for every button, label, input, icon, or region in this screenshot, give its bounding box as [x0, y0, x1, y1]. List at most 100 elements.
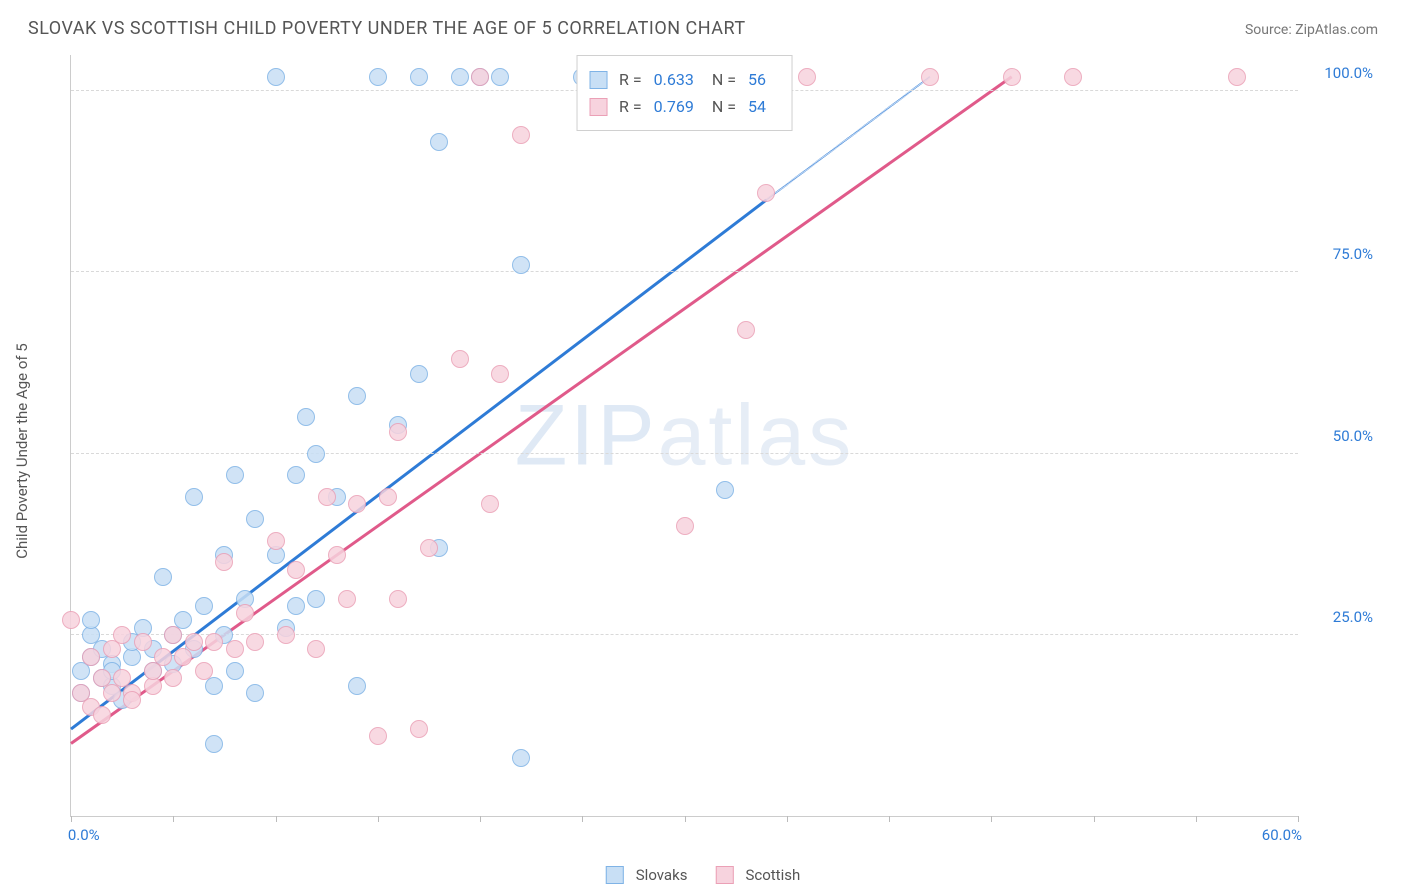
data-point-scottish	[389, 423, 407, 441]
data-point-slovaks	[491, 68, 509, 86]
x-tick	[582, 816, 583, 822]
plot-area: ZIPatlas R = 0.633 N = 56 R = 0.769 N = …	[70, 55, 1298, 817]
data-point-scottish	[338, 590, 356, 608]
data-point-scottish	[676, 517, 694, 535]
data-point-scottish	[287, 561, 305, 579]
data-point-scottish	[154, 648, 172, 666]
data-point-scottish	[757, 184, 775, 202]
source-attribution: Source: ZipAtlas.com	[1245, 22, 1378, 38]
data-point-slovaks	[226, 662, 244, 680]
data-point-scottish	[481, 495, 499, 513]
data-point-scottish	[185, 633, 203, 651]
y-axis-label: Child Poverty Under the Age of 5	[13, 343, 31, 559]
gridline	[71, 453, 1298, 454]
x-tick	[1094, 816, 1095, 822]
data-point-slovaks	[205, 735, 223, 753]
x-tick	[480, 816, 481, 822]
data-point-slovaks	[246, 510, 264, 528]
data-point-scottish	[1064, 68, 1082, 86]
x-tick	[1298, 816, 1299, 822]
watermark: ZIPatlas	[515, 386, 854, 485]
watermark-bold: ZIP	[515, 387, 658, 483]
legend-item-scottish: Scottish	[715, 866, 800, 884]
n-value-scottish: 54	[748, 93, 766, 120]
data-point-scottish	[471, 68, 489, 86]
x-tick	[991, 816, 992, 822]
data-point-scottish	[164, 669, 182, 687]
data-point-scottish	[134, 633, 152, 651]
data-point-slovaks	[716, 481, 734, 499]
data-point-slovaks	[430, 133, 448, 151]
x-tick	[276, 816, 277, 822]
data-point-scottish	[277, 626, 295, 644]
swatch-slovaks-icon	[589, 71, 607, 89]
x-tick	[889, 816, 890, 822]
data-point-scottish	[1003, 68, 1021, 86]
stats-row-scottish: R = 0.769 N = 54	[589, 93, 776, 120]
data-point-slovaks	[297, 408, 315, 426]
data-point-scottish	[246, 633, 264, 651]
data-point-slovaks	[410, 68, 428, 86]
data-point-scottish	[348, 495, 366, 513]
data-point-scottish	[451, 350, 469, 368]
data-point-slovaks	[369, 68, 387, 86]
data-point-slovaks	[348, 677, 366, 695]
data-point-scottish	[113, 626, 131, 644]
data-point-scottish	[236, 604, 254, 622]
watermark-thin: atlas	[658, 387, 855, 483]
r-value-scottish: 0.769	[654, 93, 694, 120]
x-tick	[71, 816, 72, 822]
trend-lines	[71, 55, 1298, 816]
x-tick	[173, 816, 174, 822]
y-tick-label: 25.0%	[1333, 608, 1373, 626]
data-point-slovaks	[185, 488, 203, 506]
data-point-scottish	[420, 539, 438, 557]
swatch-slovaks-icon	[606, 866, 624, 884]
x-tick-label: 0.0%	[68, 826, 100, 844]
data-point-slovaks	[154, 568, 172, 586]
data-point-scottish	[226, 640, 244, 658]
data-point-scottish	[369, 727, 387, 745]
data-point-slovaks	[512, 749, 530, 767]
data-point-slovaks	[512, 256, 530, 274]
data-point-scottish	[737, 321, 755, 339]
x-tick-label: 60.0%	[1262, 826, 1302, 844]
data-point-scottish	[318, 488, 336, 506]
data-point-scottish	[62, 611, 80, 629]
gridline	[71, 271, 1298, 272]
data-point-slovaks	[226, 466, 244, 484]
legend-item-slovaks: Slovaks	[606, 866, 688, 884]
data-point-slovaks	[82, 611, 100, 629]
data-point-scottish	[215, 553, 233, 571]
data-point-slovaks	[451, 68, 469, 86]
data-point-scottish	[267, 532, 285, 550]
data-point-scottish	[82, 648, 100, 666]
x-tick	[685, 816, 686, 822]
x-tick	[787, 816, 788, 822]
y-tick-label: 50.0%	[1333, 427, 1373, 445]
x-tick	[1196, 816, 1197, 822]
data-point-slovaks	[246, 684, 264, 702]
r-value-slovaks: 0.633	[654, 66, 694, 93]
chart-title: SLOVAK VS SCOTTISH CHILD POVERTY UNDER T…	[28, 18, 746, 39]
stats-legend: R = 0.633 N = 56 R = 0.769 N = 54	[576, 55, 793, 131]
x-tick	[378, 816, 379, 822]
data-point-slovaks	[205, 677, 223, 695]
y-tick-label: 75.0%	[1333, 245, 1373, 263]
swatch-scottish-icon	[589, 98, 607, 116]
data-point-slovaks	[410, 365, 428, 383]
data-point-slovaks	[348, 387, 366, 405]
data-point-scottish	[798, 68, 816, 86]
legend-label-slovaks: Slovaks	[636, 866, 688, 884]
data-point-slovaks	[307, 445, 325, 463]
data-point-scottish	[328, 546, 346, 564]
data-point-scottish	[491, 365, 509, 383]
data-point-slovaks	[287, 597, 305, 615]
data-point-scottish	[410, 720, 428, 738]
n-value-slovaks: 56	[748, 66, 766, 93]
data-point-scottish	[123, 691, 141, 709]
data-point-scottish	[93, 706, 111, 724]
data-point-scottish	[389, 590, 407, 608]
y-tick-label: 100.0%	[1324, 64, 1373, 82]
series-legend: Slovaks Scottish	[606, 866, 800, 884]
